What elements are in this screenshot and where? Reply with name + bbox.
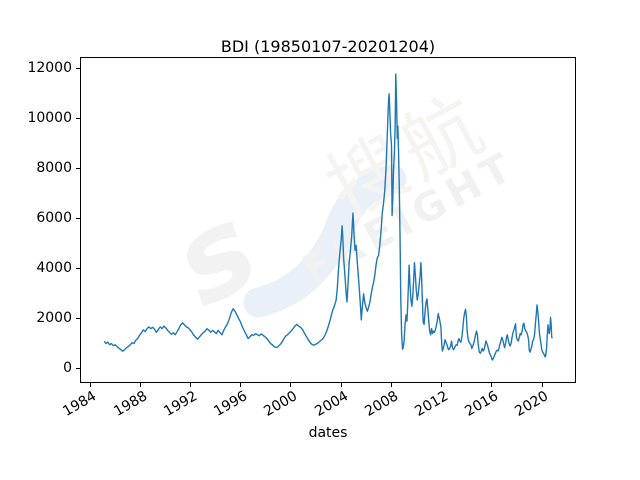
x-tick-label: 1992	[161, 388, 201, 420]
x-tick-label: 1984	[60, 388, 100, 420]
watermark: s 搜航 FREIGHT	[151, 78, 524, 334]
x-tick-mark	[441, 383, 443, 387]
x-tick-label: 2000	[261, 388, 301, 420]
x-tick-mark	[390, 383, 392, 387]
x-tick-mark	[89, 383, 91, 387]
y-tick-mark	[76, 317, 80, 319]
x-tick-label: 1988	[110, 388, 150, 420]
watermark-swoosh	[243, 164, 407, 318]
y-tick-mark	[76, 167, 80, 169]
bdi-series-line	[103, 73, 553, 361]
x-tick-label: 2012	[412, 388, 452, 420]
plot-canvas: s 搜航 FREIGHT	[103, 73, 553, 361]
chart-title: BDI (19850107-20201204)	[220, 37, 436, 56]
x-tick-mark	[491, 383, 493, 387]
y-tick-mark	[76, 67, 80, 69]
x-tick-label: 1996	[211, 388, 251, 420]
y-tick-label: 4000	[36, 260, 72, 276]
x-tick-mark	[240, 383, 242, 387]
x-tick-mark	[139, 383, 141, 387]
x-tick-mark	[541, 383, 543, 387]
x-axis-label: dates	[308, 425, 348, 441]
x-tick-label: 2008	[362, 388, 401, 420]
y-tick-label: 6000	[36, 210, 72, 226]
plot-area: s 搜航 FREIGHT	[80, 57, 576, 383]
x-tick-mark	[190, 383, 191, 387]
y-tick-label: 12000	[27, 60, 72, 76]
x-tick-mark	[290, 383, 292, 387]
y-tick-mark	[76, 117, 80, 119]
x-tick-label: 2004	[311, 388, 351, 420]
x-tick-label: 2016	[462, 388, 502, 420]
x-tick-label: 2020	[512, 388, 552, 420]
y-tick-label: 8000	[36, 160, 72, 176]
y-tick-mark	[76, 217, 80, 219]
x-tick-mark	[340, 383, 342, 387]
y-tick-mark	[76, 267, 80, 269]
y-tick-mark	[76, 367, 80, 369]
y-tick-label: 2000	[36, 310, 72, 326]
y-tick-label: 10000	[27, 110, 72, 126]
y-tick-label: 0	[63, 360, 72, 376]
